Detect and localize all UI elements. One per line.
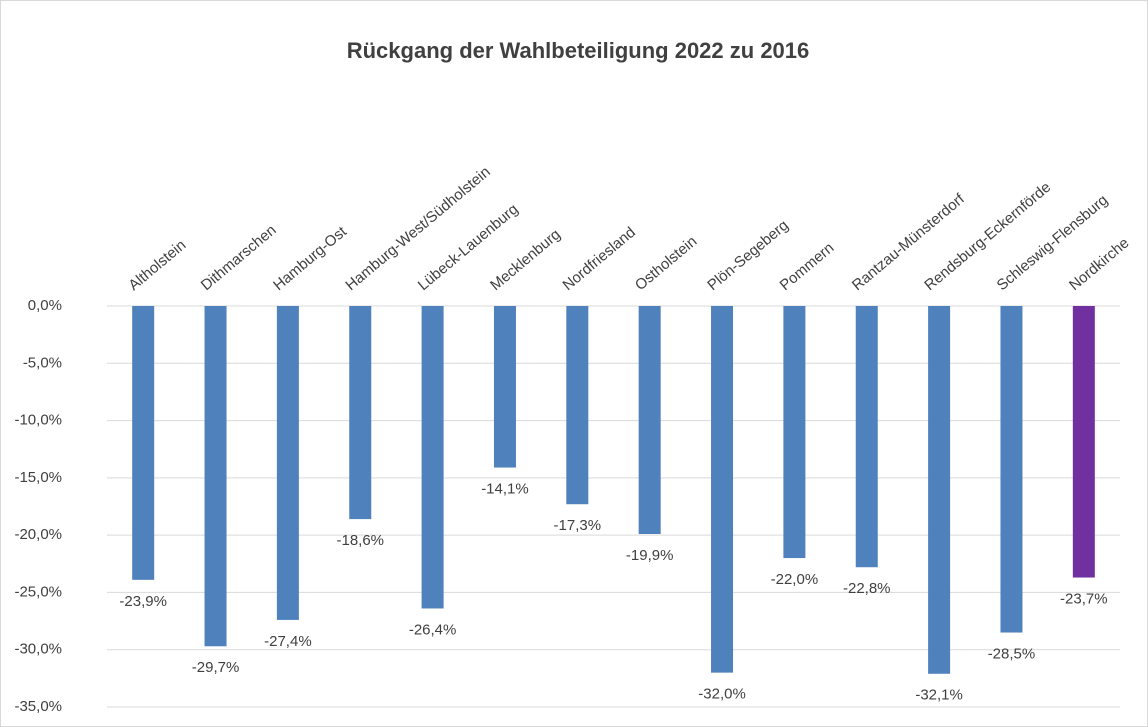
data-label: -23,7% bbox=[1060, 591, 1108, 608]
data-label: -26,4% bbox=[409, 621, 457, 638]
bar bbox=[421, 306, 444, 609]
chart-title: Rückgang der Wahlbeteiligung 2022 zu 201… bbox=[347, 38, 810, 63]
bar bbox=[349, 306, 372, 520]
bar bbox=[204, 306, 227, 647]
bar bbox=[855, 306, 878, 568]
bar bbox=[276, 306, 299, 620]
y-tick-label: -15,0% bbox=[14, 469, 62, 486]
data-label: -28,5% bbox=[988, 645, 1036, 662]
bar bbox=[566, 306, 589, 505]
y-tick-label: -25,0% bbox=[14, 583, 62, 600]
data-label: -29,7% bbox=[192, 659, 240, 676]
data-label: -18,6% bbox=[336, 532, 384, 549]
data-label: -32,1% bbox=[915, 687, 963, 704]
data-label: -23,9% bbox=[119, 593, 167, 610]
bar bbox=[783, 306, 806, 559]
data-label: -22,8% bbox=[843, 580, 891, 597]
data-label: -14,1% bbox=[481, 481, 529, 498]
bar bbox=[638, 306, 661, 534]
bar bbox=[132, 306, 155, 580]
data-label: -17,3% bbox=[554, 517, 602, 534]
bar bbox=[1000, 306, 1023, 633]
y-tick-label: -10,0% bbox=[14, 412, 62, 429]
data-label: -19,9% bbox=[626, 547, 674, 564]
bar bbox=[711, 306, 734, 673]
y-tick-label: -5,0% bbox=[23, 354, 62, 371]
y-tick-label: -35,0% bbox=[14, 698, 62, 715]
bar bbox=[928, 306, 951, 674]
y-tick-label: -20,0% bbox=[14, 526, 62, 543]
bar bbox=[493, 306, 516, 468]
bar bbox=[1072, 306, 1095, 578]
data-label: -32,0% bbox=[698, 686, 746, 703]
y-tick-label: 0,0% bbox=[28, 297, 62, 314]
y-tick-label: -30,0% bbox=[14, 641, 62, 658]
data-label: -22,0% bbox=[771, 571, 819, 588]
data-label: -27,4% bbox=[264, 633, 312, 650]
